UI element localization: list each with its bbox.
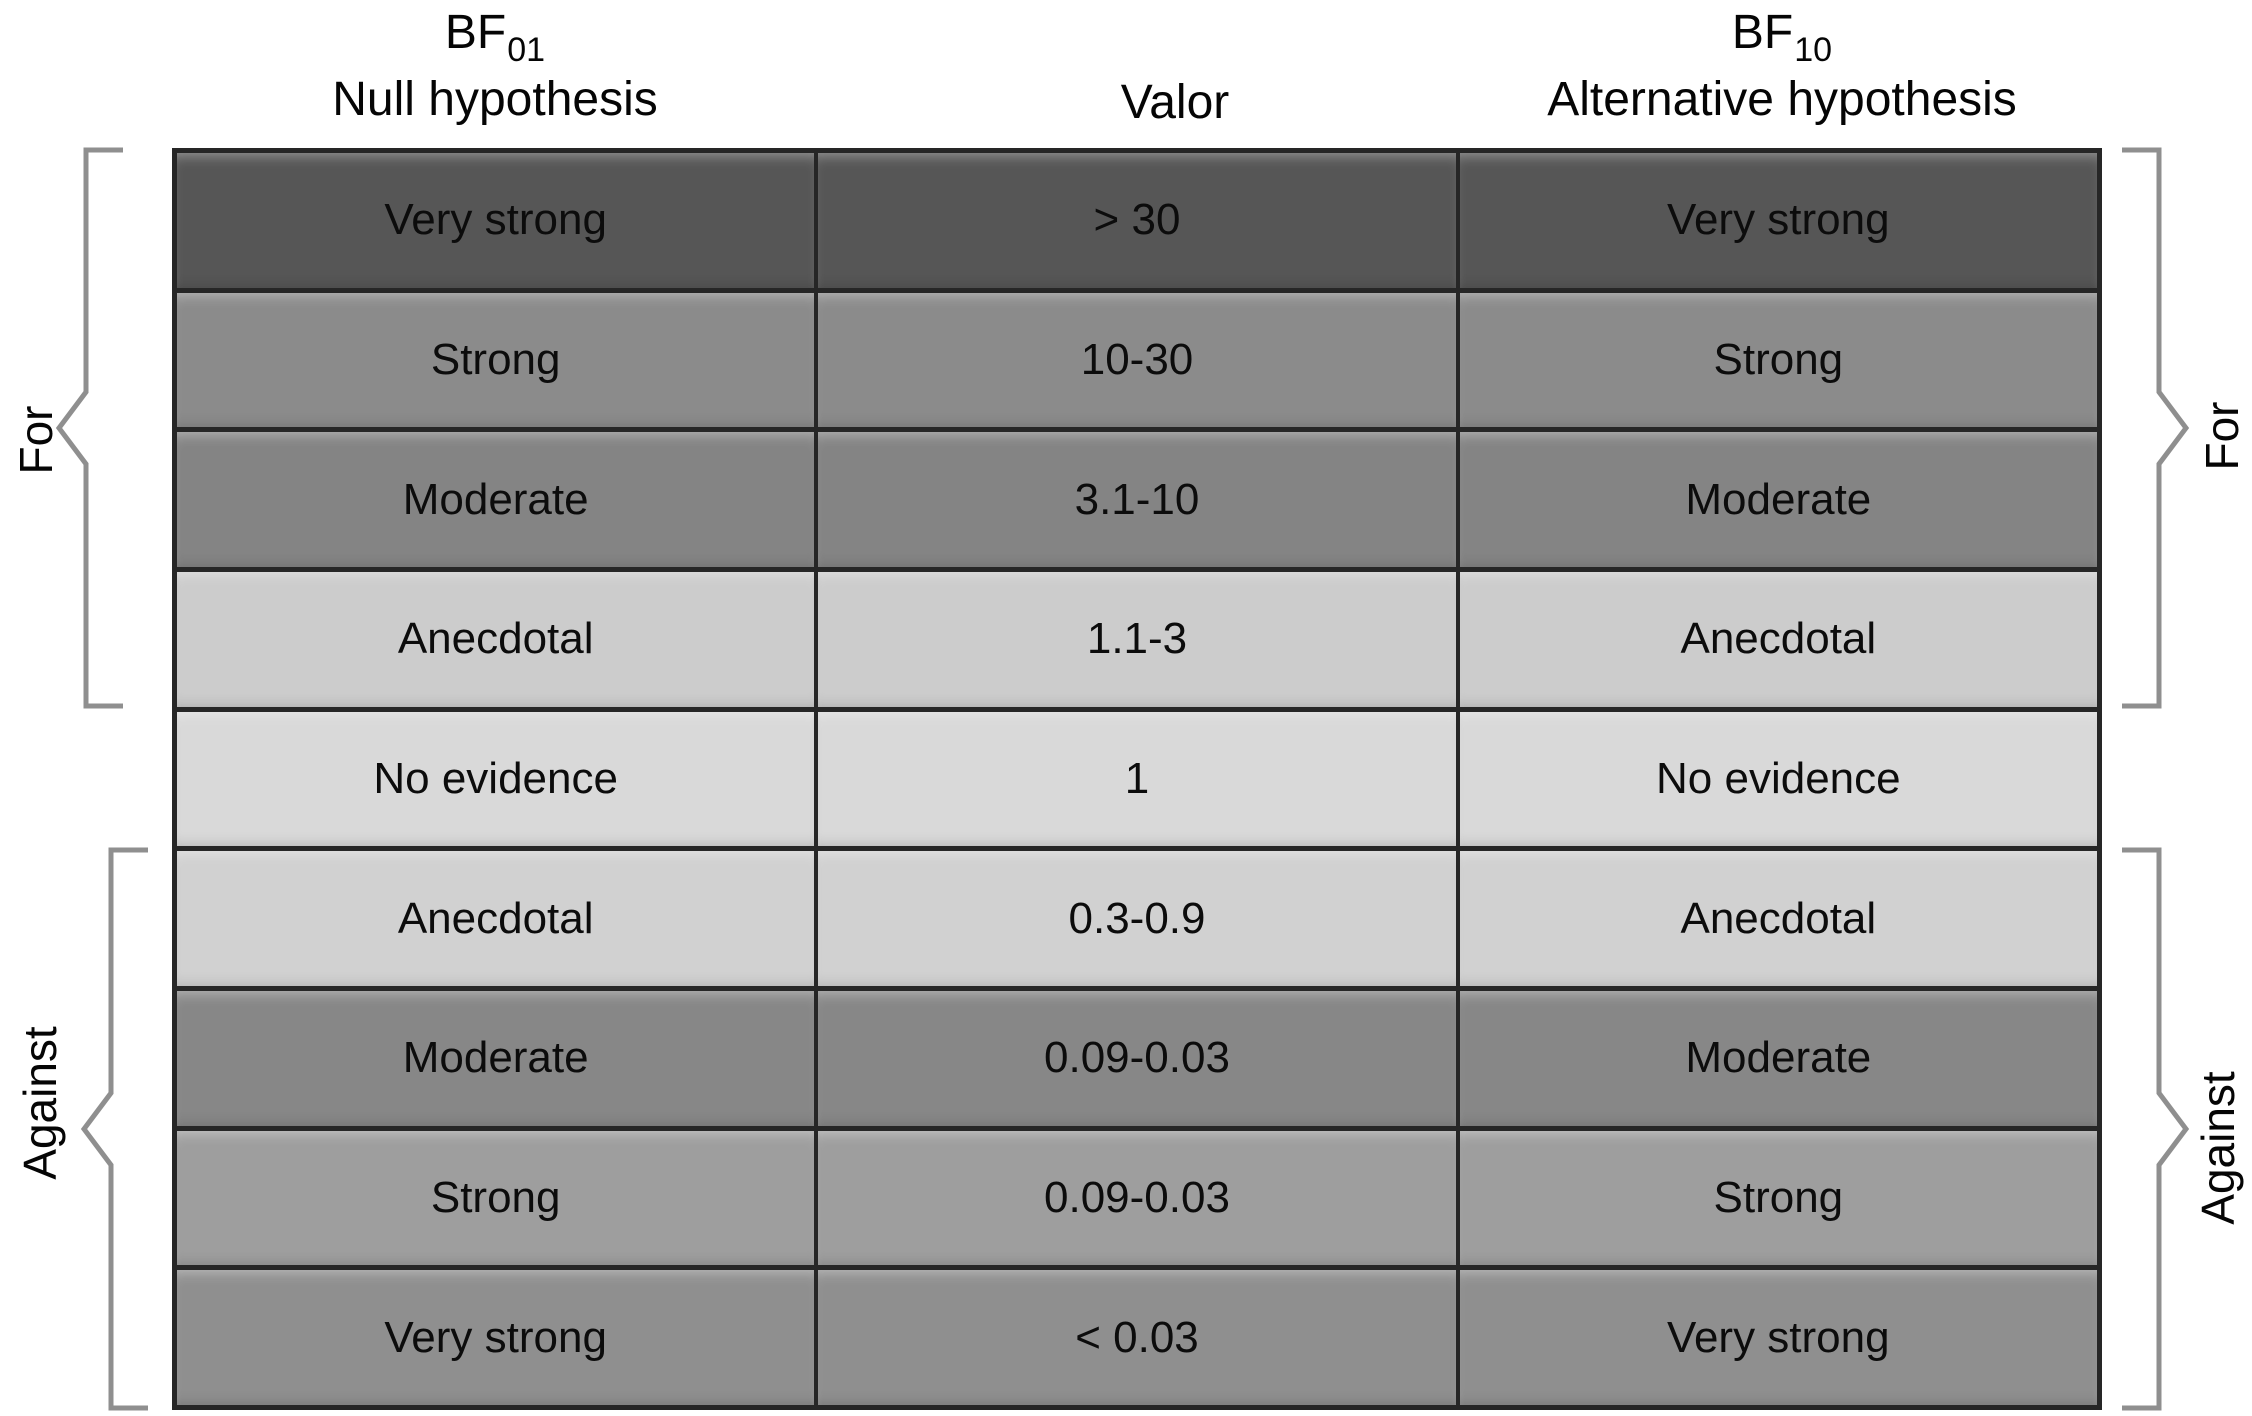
cell-value: 1 bbox=[818, 711, 1456, 847]
cell-null-hypothesis: Very strong bbox=[177, 153, 815, 288]
cell-alternative-hypothesis: Strong bbox=[1459, 292, 2097, 428]
cell-value: 3.1-10 bbox=[818, 432, 1456, 567]
cell-alternative-hypothesis: Moderate bbox=[1459, 432, 2097, 567]
left-against-bracket bbox=[80, 847, 148, 1411]
cell-alternative-hypothesis: Strong bbox=[1459, 1130, 2097, 1266]
left-for-bracket bbox=[55, 147, 123, 709]
cell-value: 1.1-3 bbox=[818, 572, 1456, 707]
bf-table: Very strong > 30 Very strong Strong 10-3… bbox=[172, 148, 2102, 1410]
bf10-subscript: 10 bbox=[1794, 31, 1833, 69]
cell-value: 10-30 bbox=[818, 292, 1456, 428]
cell-value: 0.3-0.9 bbox=[818, 851, 1456, 986]
right-for-label: For bbox=[2196, 401, 2248, 471]
header-alternative-hypothesis-subtitle: Alternative hypothesis bbox=[1547, 73, 2017, 127]
cell-value: 0.09-0.03 bbox=[818, 1130, 1456, 1266]
cell-value: > 30 bbox=[818, 153, 1456, 288]
left-against-label: Against bbox=[14, 1026, 66, 1180]
header-bf10: BF10 bbox=[1731, 6, 1833, 69]
header-alternative-hypothesis: BF10 Alternative hypothesis bbox=[1462, 4, 2102, 130]
header-null-hypothesis-subtitle: Null hypothesis bbox=[332, 73, 658, 127]
cell-null-hypothesis: Anecdotal bbox=[177, 851, 815, 986]
cell-null-hypothesis: Moderate bbox=[177, 432, 815, 567]
cell-alternative-hypothesis: Very strong bbox=[1459, 1270, 2097, 1405]
right-against-bracket bbox=[2122, 847, 2190, 1411]
cell-null-hypothesis: Strong bbox=[177, 292, 815, 428]
bf01-subscript: 01 bbox=[507, 31, 546, 69]
header-null-hypothesis: BF01 Null hypothesis bbox=[172, 4, 818, 130]
right-for-bracket bbox=[2122, 147, 2190, 709]
cell-null-hypothesis: Very strong bbox=[177, 1270, 815, 1405]
cell-alternative-hypothesis: Anecdotal bbox=[1459, 851, 2097, 986]
cell-alternative-hypothesis: No evidence bbox=[1459, 711, 2097, 847]
cell-null-hypothesis: Anecdotal bbox=[177, 572, 815, 707]
cell-null-hypothesis: Strong bbox=[177, 1130, 815, 1266]
cell-value: 0.09-0.03 bbox=[818, 991, 1456, 1126]
cell-alternative-hypothesis: Moderate bbox=[1459, 991, 2097, 1126]
right-against-label: Against bbox=[2192, 1071, 2244, 1225]
cell-alternative-hypothesis: Very strong bbox=[1459, 153, 2097, 288]
cell-alternative-hypothesis: Anecdotal bbox=[1459, 572, 2097, 707]
cell-value: < 0.03 bbox=[818, 1270, 1456, 1405]
header-valor: Valor bbox=[1120, 76, 1230, 129]
header-bf01: BF01 bbox=[444, 6, 546, 69]
cell-null-hypothesis: No evidence bbox=[177, 711, 815, 847]
left-for-label: For bbox=[10, 405, 62, 475]
cell-null-hypothesis: Moderate bbox=[177, 991, 815, 1126]
